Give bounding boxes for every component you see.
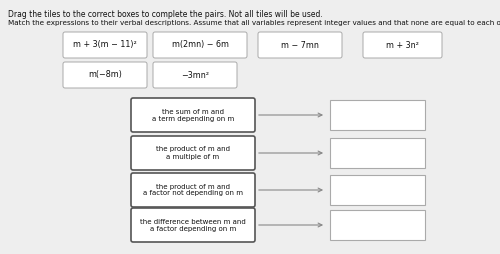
FancyBboxPatch shape: [131, 98, 255, 132]
FancyBboxPatch shape: [330, 100, 425, 130]
Text: the difference between m and
a factor depending on m: the difference between m and a factor de…: [140, 218, 246, 231]
Text: Match the expressions to their verbal descriptions. Assume that all variables re: Match the expressions to their verbal de…: [8, 20, 500, 26]
FancyBboxPatch shape: [330, 138, 425, 168]
Text: −3mn²: −3mn²: [181, 71, 209, 80]
FancyBboxPatch shape: [330, 175, 425, 205]
FancyBboxPatch shape: [258, 32, 342, 58]
Text: Drag the tiles to the correct boxes to complete the pairs. Not all tiles will be: Drag the tiles to the correct boxes to c…: [8, 10, 323, 19]
FancyBboxPatch shape: [131, 208, 255, 242]
FancyBboxPatch shape: [330, 210, 425, 240]
FancyBboxPatch shape: [63, 32, 147, 58]
Text: m − 7mn: m − 7mn: [281, 40, 319, 50]
Text: m(−8m): m(−8m): [88, 71, 122, 80]
Text: the sum of m and
a term depending on m: the sum of m and a term depending on m: [152, 108, 234, 121]
Text: the product of m and
a multiple of m: the product of m and a multiple of m: [156, 147, 230, 160]
Text: m + 3n²: m + 3n²: [386, 40, 419, 50]
FancyBboxPatch shape: [131, 136, 255, 170]
FancyBboxPatch shape: [153, 62, 237, 88]
FancyBboxPatch shape: [63, 62, 147, 88]
FancyBboxPatch shape: [131, 173, 255, 207]
Text: m(2mn) − 6m: m(2mn) − 6m: [172, 40, 228, 50]
FancyBboxPatch shape: [363, 32, 442, 58]
Text: the product of m and
a factor not depending on m: the product of m and a factor not depend…: [143, 183, 243, 197]
Text: m + 3(m − 11)²: m + 3(m − 11)²: [73, 40, 137, 50]
FancyBboxPatch shape: [153, 32, 247, 58]
